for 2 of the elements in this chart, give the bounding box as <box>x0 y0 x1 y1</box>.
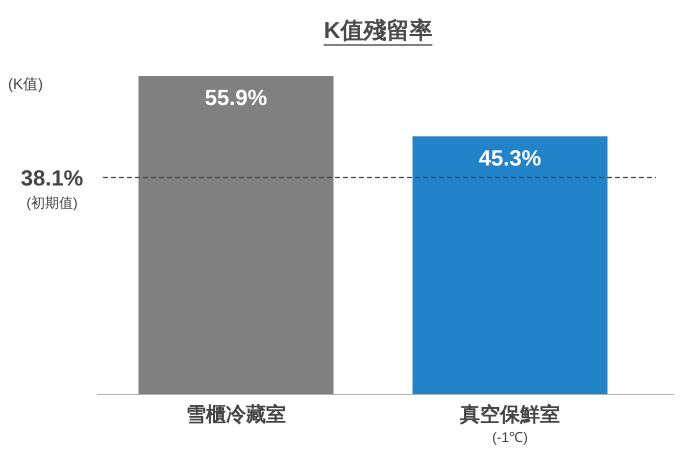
title: K值殘留率 <box>324 17 432 43</box>
ylabel: (K值) <box>8 76 43 93</box>
